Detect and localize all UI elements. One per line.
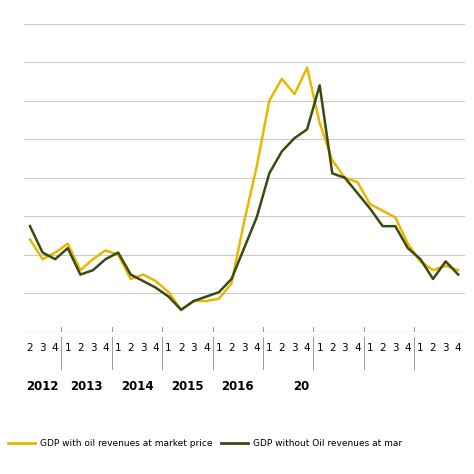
Text: 1: 1 bbox=[115, 343, 121, 353]
Text: 4: 4 bbox=[102, 343, 109, 353]
Text: 1: 1 bbox=[216, 343, 222, 353]
Text: 3: 3 bbox=[241, 343, 247, 353]
Text: 3: 3 bbox=[291, 343, 298, 353]
Text: 2013: 2013 bbox=[71, 380, 103, 393]
Text: 2: 2 bbox=[77, 343, 84, 353]
Text: 2: 2 bbox=[379, 343, 386, 353]
Text: 2: 2 bbox=[228, 343, 235, 353]
Text: 3: 3 bbox=[191, 343, 197, 353]
Text: 2: 2 bbox=[279, 343, 285, 353]
Text: 1: 1 bbox=[417, 343, 424, 353]
Text: 3: 3 bbox=[140, 343, 146, 353]
Text: 2: 2 bbox=[329, 343, 336, 353]
Text: 3: 3 bbox=[342, 343, 348, 353]
Text: 1: 1 bbox=[165, 343, 172, 353]
Text: 3: 3 bbox=[442, 343, 449, 353]
Text: 2: 2 bbox=[128, 343, 134, 353]
Text: 1: 1 bbox=[266, 343, 273, 353]
Text: 2015: 2015 bbox=[171, 380, 204, 393]
Text: 4: 4 bbox=[304, 343, 310, 353]
Text: 4: 4 bbox=[354, 343, 361, 353]
Text: 4: 4 bbox=[455, 343, 462, 353]
Text: 4: 4 bbox=[52, 343, 58, 353]
Text: 2012: 2012 bbox=[27, 380, 59, 393]
Text: 1: 1 bbox=[64, 343, 71, 353]
Text: 3: 3 bbox=[39, 343, 46, 353]
Legend: GDP with oil revenues at market price, GDP without Oil revenues at mar: GDP with oil revenues at market price, G… bbox=[5, 435, 406, 451]
Text: 2: 2 bbox=[178, 343, 184, 353]
Text: 4: 4 bbox=[404, 343, 411, 353]
Text: 3: 3 bbox=[90, 343, 96, 353]
Text: 4: 4 bbox=[254, 343, 260, 353]
Text: 2: 2 bbox=[430, 343, 437, 353]
Text: 1: 1 bbox=[367, 343, 374, 353]
Text: 20: 20 bbox=[292, 380, 309, 393]
Text: 2014: 2014 bbox=[121, 380, 154, 393]
Text: 4: 4 bbox=[153, 343, 159, 353]
Text: 3: 3 bbox=[392, 343, 399, 353]
Text: 4: 4 bbox=[203, 343, 210, 353]
Text: 2016: 2016 bbox=[221, 380, 254, 393]
Text: 1: 1 bbox=[316, 343, 323, 353]
Text: 2: 2 bbox=[27, 343, 33, 353]
